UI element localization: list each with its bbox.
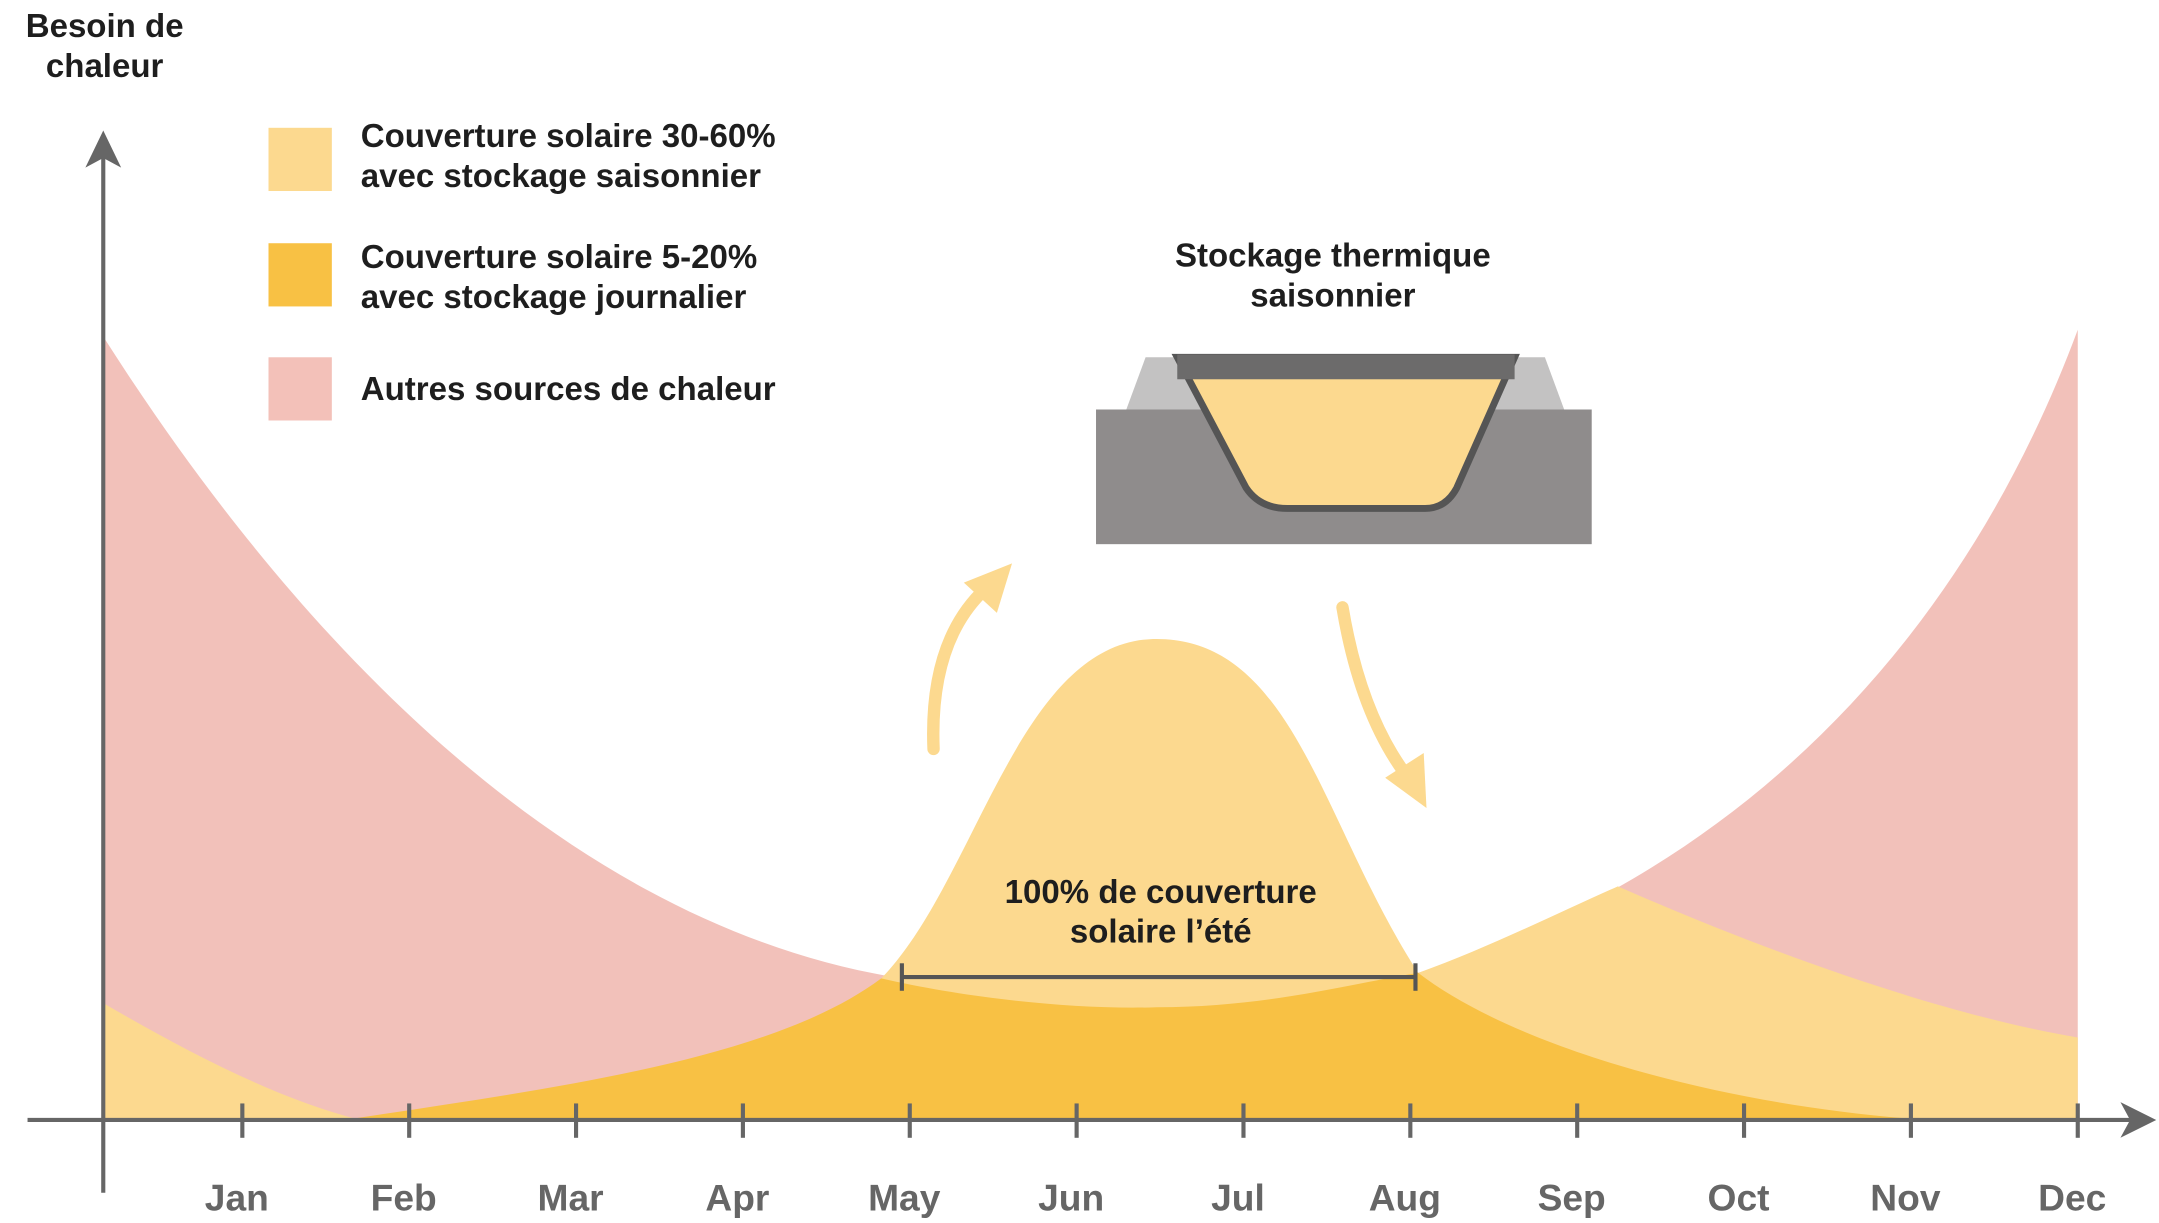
legend-label: Couverture solaire 30-60% — [361, 117, 776, 154]
month-label: Mar — [537, 1177, 603, 1219]
legend-label: avec stockage journalier — [361, 278, 747, 315]
month-label: Sep — [1538, 1177, 1606, 1219]
month-label: Apr — [705, 1177, 769, 1219]
summer-label: solaire l’été — [1070, 913, 1252, 950]
month-label: Aug — [1369, 1177, 1441, 1219]
page: Besoin de chaleur Couverture solaire 30-… — [0, 0, 2159, 1223]
storage-cover — [1177, 355, 1514, 380]
legend-swatch — [268, 357, 331, 420]
storage-label: saisonnier — [1250, 276, 1415, 313]
legend-swatch — [268, 128, 331, 191]
legend-label: avec stockage saisonnier — [361, 157, 761, 194]
legend-label: Autres sources de chaleur — [361, 370, 776, 407]
legend-label: Couverture solaire 5-20% — [361, 238, 758, 275]
y-axis-label: Besoin de — [26, 7, 184, 44]
legend-swatch — [268, 243, 331, 306]
storage-label: Stockage thermique — [1175, 237, 1491, 274]
month-label: Feb — [371, 1177, 437, 1219]
y-axis-label: chaleur — [46, 47, 164, 84]
month-label: Jul — [1211, 1177, 1265, 1219]
diagram: Besoin de chaleur Couverture solaire 30-… — [0, 0, 2159, 1223]
month-label: Oct — [1708, 1177, 1770, 1219]
month-label: May — [868, 1177, 941, 1219]
month-label: Jan — [205, 1177, 269, 1219]
month-label: Jun — [1038, 1177, 1104, 1219]
month-label: Dec — [2038, 1177, 2106, 1219]
summer-label: 100% de couverture — [1005, 873, 1317, 910]
month-label: Nov — [1870, 1177, 1941, 1219]
